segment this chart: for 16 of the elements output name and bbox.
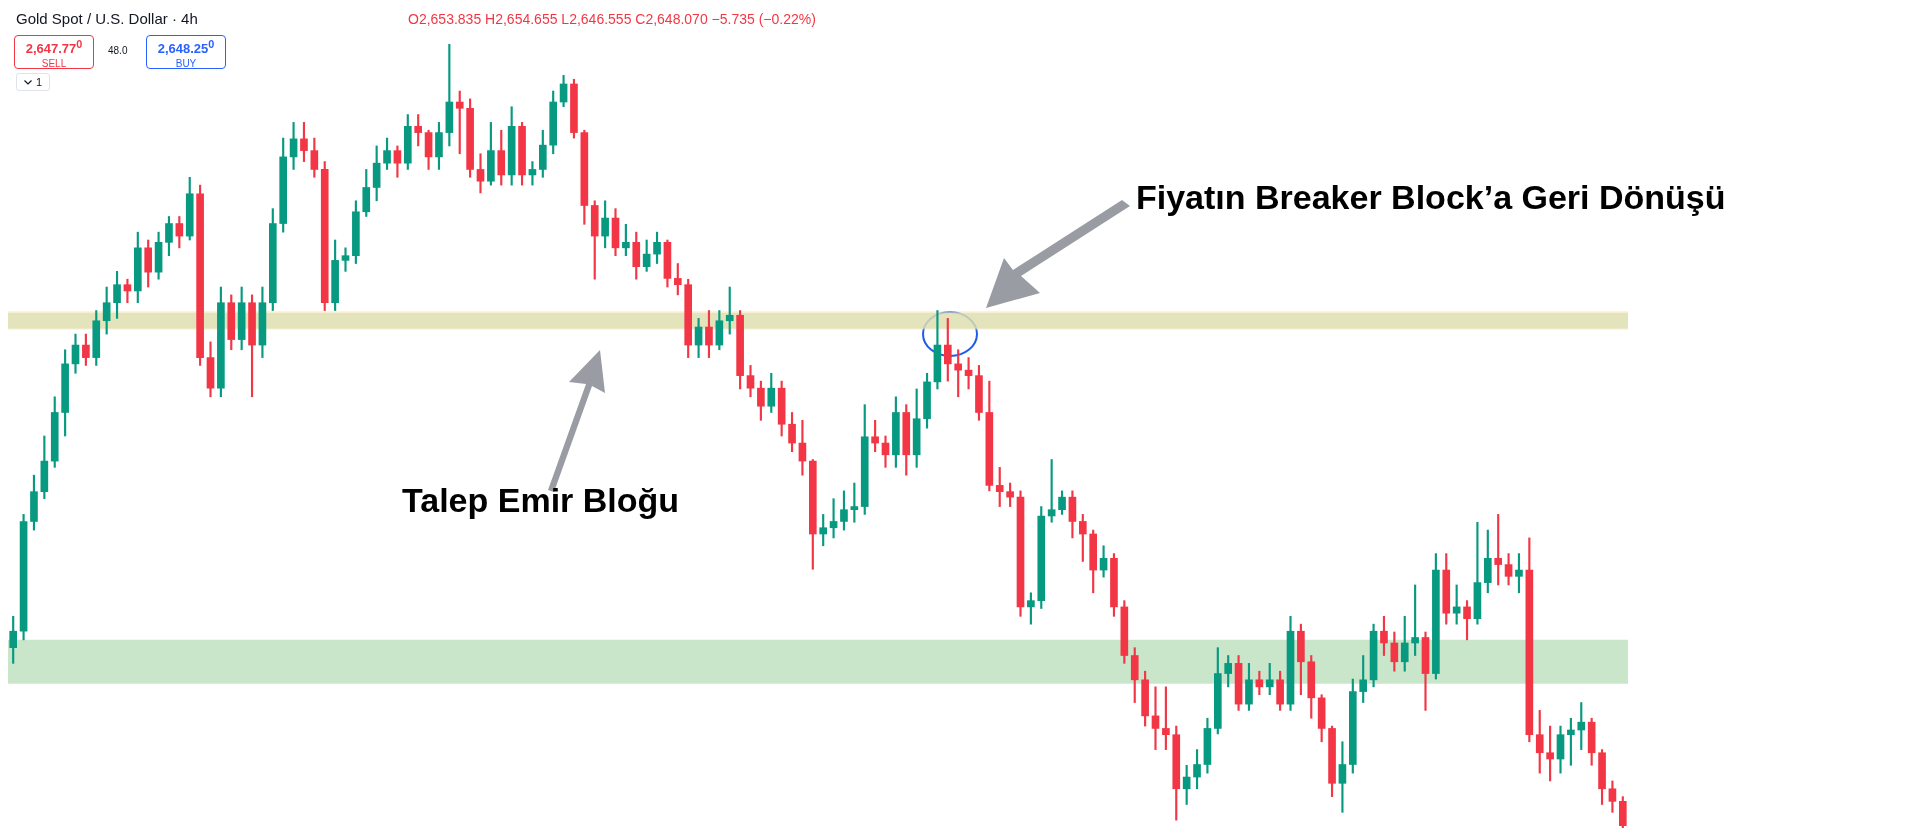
candlestick — [476, 153, 485, 194]
chart-title: Gold Spot / U.S. Dollar · 4h — [16, 10, 198, 27]
annotation: 48.0 — [108, 45, 128, 56]
annotation: 2,648.25$^{0}$ — [156, 37, 216, 58]
annotation: BUY — [174, 57, 198, 72]
candlestick — [123, 278, 132, 304]
annotation: 1 — [35, 76, 43, 88]
candlestick — [1151, 686, 1160, 750]
candlestick — [341, 247, 350, 272]
annotation: 2,647.77$^{0}$ — [24, 37, 84, 58]
annotation: Talep Emir Bloğu — [402, 481, 680, 520]
chart-subtitle: O2,653.835 H2,654.655 L2,646.555 C2,648.070 −5.735 (−0.22%) — [408, 11, 816, 27]
candlestick — [829, 498, 838, 539]
annotation: SELL — [40, 57, 68, 72]
candlestick — [1338, 741, 1347, 813]
annotation: Fiyatın Breaker Block’a Geri Dönüşü — [1136, 178, 1726, 217]
